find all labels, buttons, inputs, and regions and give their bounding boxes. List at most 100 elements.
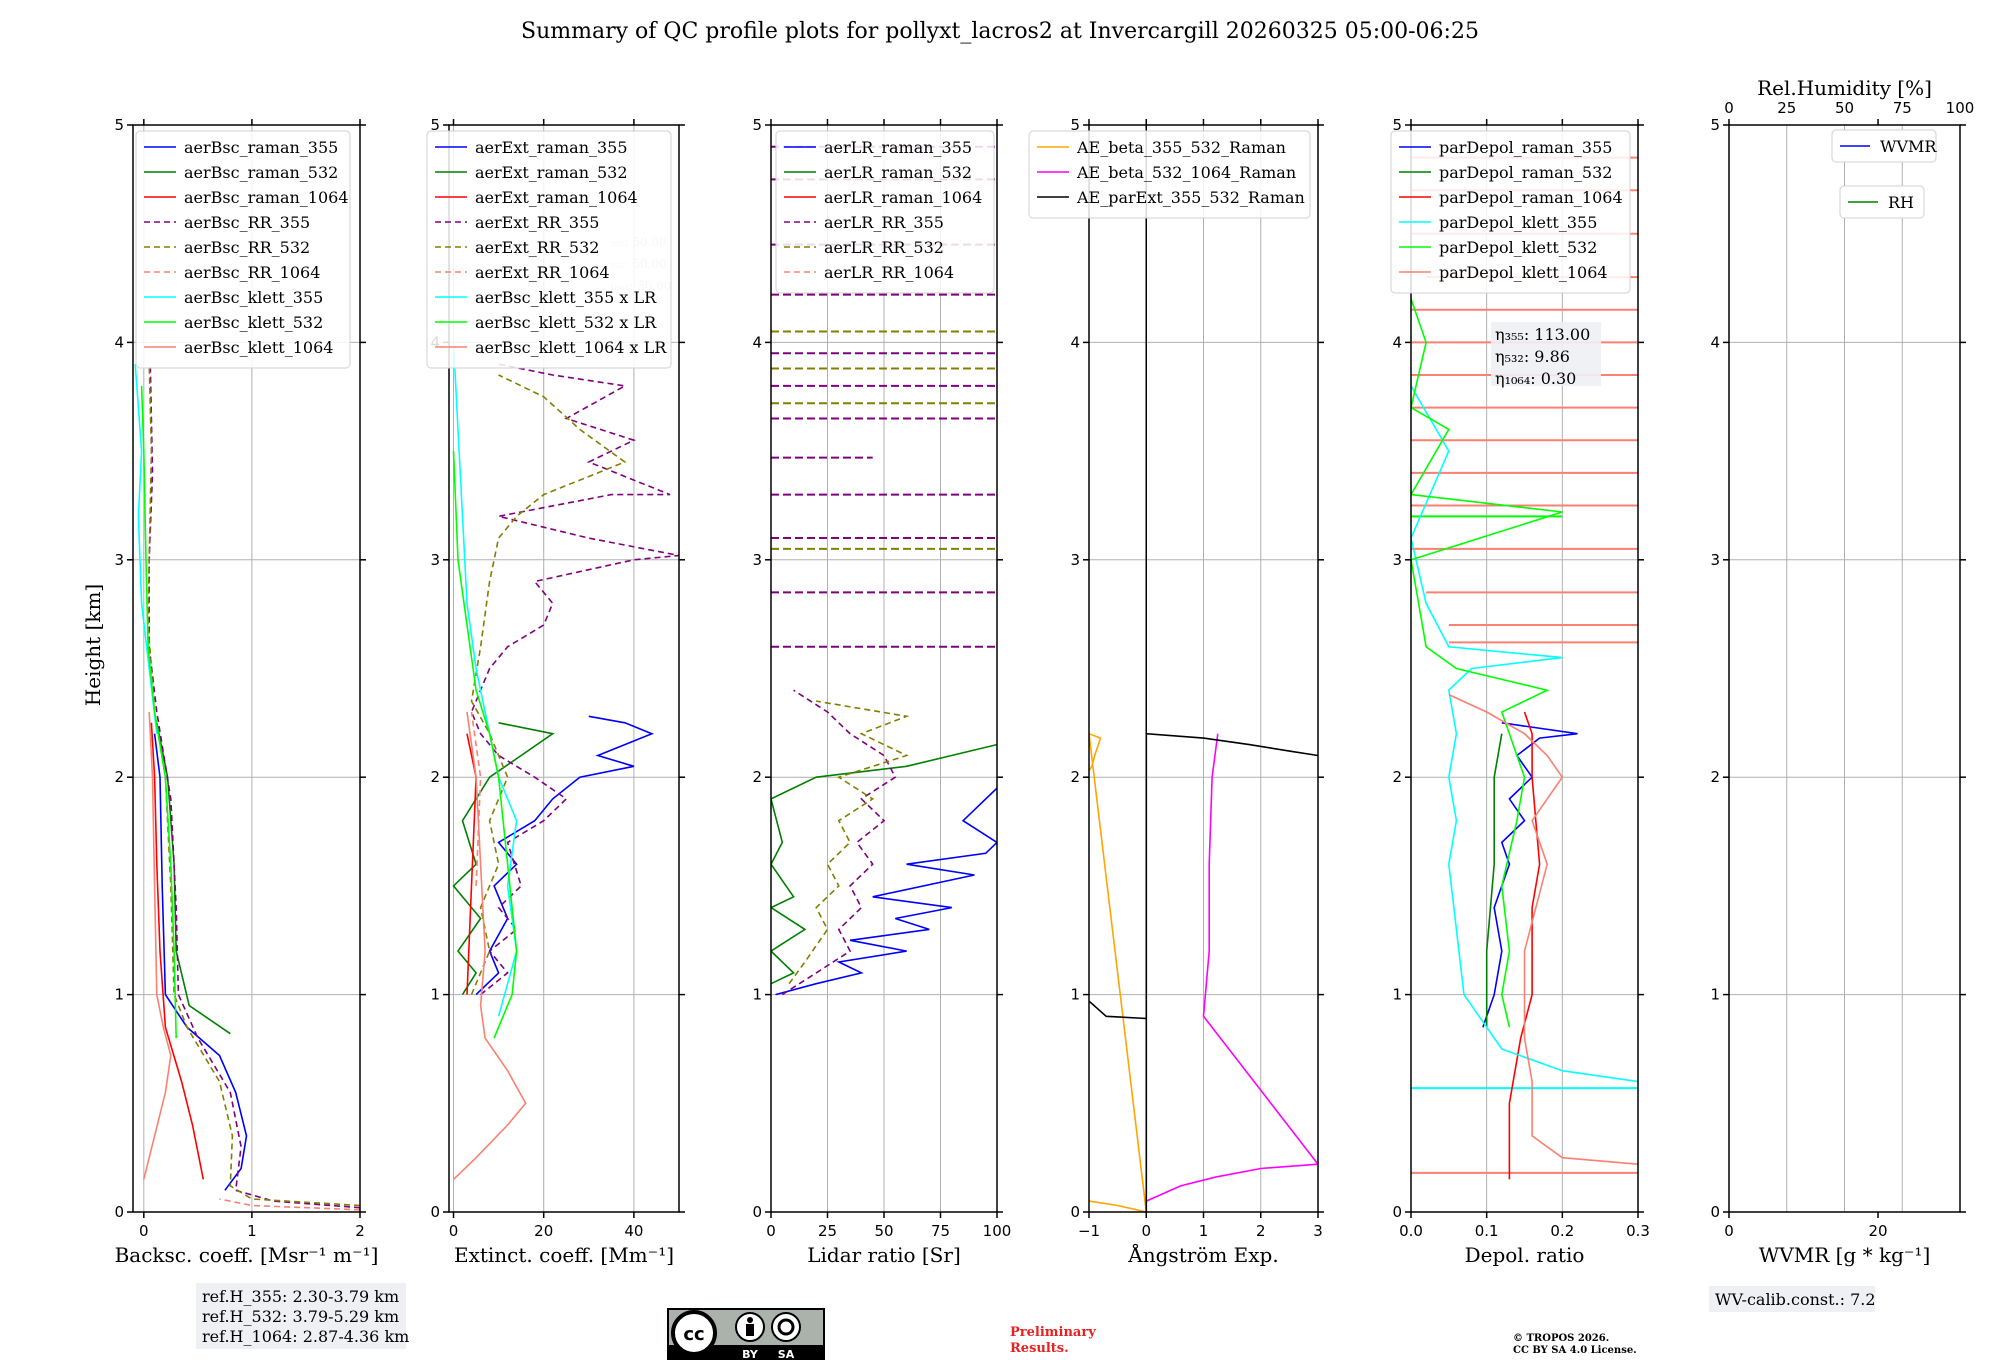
ytick-label-ae: 4 (1070, 333, 1080, 351)
ref-height-1064: ref.H_1064: 2.87-4.36 km (202, 1327, 409, 1346)
x2tick-label-wv: 100 (1946, 99, 1975, 117)
legend-label: WVMR (1880, 137, 1937, 156)
ytick-label-lr: 4 (752, 333, 762, 351)
ytick-label-depol: 4 (1392, 333, 1402, 351)
legend-wv-0: WVMR (1831, 129, 1937, 163)
xtick-label-lr: 0 (766, 1222, 776, 1240)
axes-frame-wv (1728, 124, 1961, 1213)
sa-label: SA (778, 1348, 795, 1360)
ref-heights-box: ref.H_355: 2.30-3.79 km ref.H_532: 3.79-… (196, 1283, 409, 1349)
axes-frame-ext (448, 124, 680, 1213)
copyright-line-1: © TROPOS 2026. (1513, 1333, 1609, 1344)
legend-label: aerBsc_klett_355 (184, 288, 323, 307)
xtick-label-depol: 0.0 (1399, 1222, 1423, 1240)
xtick-label-lr: 50 (874, 1222, 893, 1240)
xtick-label-bsc: 0 (139, 1222, 149, 1240)
grid-ae (1089, 124, 1318, 1213)
ytick-label-wv: 3 (1710, 551, 1720, 569)
xtick-label-ae: 0 (1141, 1222, 1151, 1240)
legend-label: AE_beta_355_532_Raman (1076, 138, 1286, 157)
x2tick-label-wv: 0 (1724, 99, 1734, 117)
xaxis-label-wv: WVMR [g * kg⁻¹] (1759, 1243, 1931, 1267)
x2tick-label-wv: 25 (1777, 99, 1796, 117)
series-line-ext-4 (470, 374, 627, 995)
series-line-bsc-1 (156, 722, 231, 1035)
legend-label: aerBsc_raman_532 (184, 163, 338, 182)
series-line-ae-1 (1145, 733, 1318, 1202)
legend-label: parDepol_raman_1064 (1439, 188, 1623, 207)
legend-label: aerBsc_klett_532 (184, 313, 323, 332)
axes-frame-depol (1410, 124, 1639, 1213)
series-line-ae-0 (1089, 732, 1148, 1212)
series-line-bsc-2 (150, 722, 205, 1180)
panel-bsc: 0 1 2 3 4 5 0 1 2 Backsc. coeff. [Msr⁻¹ m⁻¹] aerBs… (114, 116, 378, 1267)
series-line-ext-1 (452, 722, 555, 996)
xtick-label-bsc: 2 (355, 1222, 365, 1240)
x2tick-label-wv: 75 (1893, 99, 1912, 117)
series-line-depol-3 (1411, 385, 1638, 1083)
xtick-label-ae: −1 (1078, 1222, 1100, 1240)
ytick-label-lr: 0 (752, 1203, 762, 1221)
legend-label: aerBsc_RR_355 (184, 213, 310, 232)
legend-ae: AE_beta_355_532_Raman AE_beta_532_1064_Ra… (1028, 130, 1311, 219)
series-group-ext (452, 342, 679, 1180)
legend-label: parDepol_raman_355 (1439, 138, 1612, 157)
ytick-label-wv: 5 (1710, 116, 1720, 134)
series-line-bsc-7 (140, 385, 177, 1039)
series-group-depol (1411, 156, 1638, 1180)
xtick-label-lr: 75 (931, 1222, 950, 1240)
ytick-label-depol: 3 (1392, 551, 1402, 569)
legend-label: aerBsc_RR_532 (184, 238, 310, 257)
copyright-line-2: CC BY SA 4.0 License. (1513, 1345, 1637, 1356)
ytick-label-bsc: 1 (114, 986, 124, 1004)
ytick-label-ae: 2 (1070, 768, 1080, 786)
series-line-lr-0 (775, 787, 997, 996)
wv-calib-text: WV-calib.const.: 7.2 (1715, 1290, 1876, 1309)
panel-depol: 0 1 2 3 4 5 0.0 0.1 0.2 0.3 Depol. ratio η₃₅₅: 113.… (1390, 116, 1650, 1267)
series-line-lr-3 (781, 689, 897, 996)
legend-label: aerExt_raman_532 (475, 163, 628, 182)
annotation-depol-0: η₃₅₅: 113.00 (1495, 325, 1590, 344)
legend-label: parDepol_klett_532 (1439, 238, 1597, 257)
ytick-label-ae: 0 (1070, 1203, 1080, 1221)
by-label: BY (742, 1348, 759, 1360)
legend-ext: aerExt_raman_355 aerExt_raman_532 aerExt_r… (426, 130, 672, 369)
legend-label: aerBsc_klett_355 x LR (475, 288, 657, 307)
legend-bsc: aerBsc_raman_355 aerBsc_raman_532 aerBsc_r… (135, 130, 351, 369)
ytick-label-wv: 4 (1710, 333, 1720, 351)
ref-height-532: ref.H_532: 3.79-5.29 km (202, 1307, 399, 1326)
annotation-depol-2: η₁₀₆₄: 0.30 (1495, 369, 1576, 388)
panel-wv: 01234502040WVMR [g * kg⁻¹]0255075100Rel.… (1710, 76, 1975, 1267)
x2axis-label-wv: Rel.Humidity [%] (1757, 76, 1932, 100)
ytick-label-ext: 5 (430, 116, 440, 134)
series-line-depol-1 (1485, 733, 1503, 1028)
legend-label: aerBsc_klett_1064 x LR (475, 338, 667, 357)
series-line-bsc-0 (153, 733, 248, 1191)
series-line-depol-2 (1508, 711, 1541, 1180)
series-group-ae (1089, 125, 1318, 1212)
legend-label: aerExt_raman_355 (475, 138, 628, 157)
series-line-bsc-6 (134, 364, 158, 734)
legend-label: aerExt_raman_1064 (475, 188, 638, 207)
ytick-label-ext: 2 (430, 768, 440, 786)
legend-label: aerBsc_klett_1064 (184, 338, 333, 357)
legend-label: aerLR_RR_1064 (824, 263, 954, 282)
ref-height-355: ref.H_355: 2.30-3.79 km (202, 1287, 399, 1306)
legend-label: parDepol_raman_532 (1439, 163, 1612, 182)
ytick-label-ext: 1 (430, 986, 440, 1004)
series-line-lr-1 (771, 743, 997, 985)
ytick-label-bsc: 0 (114, 1203, 124, 1221)
legend-label: aerBsc_klett_532 x LR (475, 313, 657, 332)
xtick-label-ae: 2 (1256, 1222, 1266, 1240)
legend-label: aerLR_RR_532 (824, 238, 944, 257)
legend-label: aerExt_RR_355 (475, 213, 599, 232)
ytick-label-depol: 1 (1392, 986, 1402, 1004)
series-line-ext-7 (452, 451, 518, 1039)
ytick-label-ae: 1 (1070, 986, 1080, 1004)
legend-depol: parDepol_raman_355 parDepol_raman_532 parD… (1390, 130, 1631, 294)
xtick-label-ae: 1 (1199, 1222, 1209, 1240)
